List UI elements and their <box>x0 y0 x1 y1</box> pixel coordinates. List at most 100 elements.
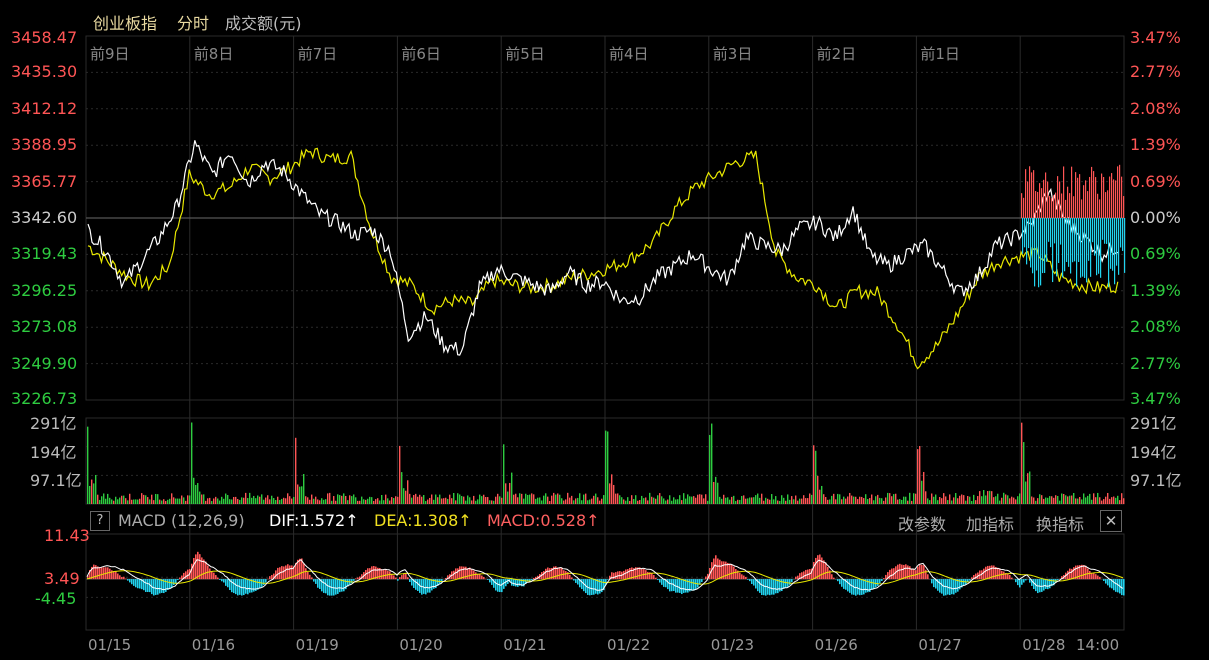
macd-hist-bar <box>407 577 409 580</box>
macd-hist-bar <box>129 579 131 583</box>
volume-bar <box>133 499 135 504</box>
macd-hist-bar <box>513 579 515 587</box>
macd-hist-bar <box>145 579 147 592</box>
volume-bar <box>499 496 501 504</box>
volume-bar <box>311 494 313 504</box>
volume-bar <box>881 498 883 504</box>
volume-bar <box>849 492 851 504</box>
volume-bar <box>759 497 761 504</box>
macd-dif: DIF:1.572↑ <box>269 511 359 530</box>
index-name[interactable]: 创业板指 <box>93 14 158 33</box>
volume-bar <box>119 497 121 504</box>
macd-hist-bar <box>395 577 397 580</box>
volume-bar <box>673 497 675 504</box>
volume-bar <box>695 497 697 504</box>
volume-bar <box>1039 494 1041 504</box>
session-bar-down <box>1034 218 1036 287</box>
macd-hist-bar <box>1049 579 1051 589</box>
price-axis-label: 3435.30 <box>11 62 78 82</box>
session-bar-up <box>1075 172 1077 218</box>
volume-bar <box>871 494 873 504</box>
volume-bar <box>855 496 857 504</box>
volume-bar <box>205 500 207 504</box>
macd-axis-label: 3.49 <box>44 569 80 589</box>
session-bar-up <box>1109 176 1111 218</box>
volume-bar <box>465 500 467 504</box>
volume-bar <box>91 479 93 504</box>
macd-hist-bar <box>139 579 141 589</box>
volume-bar <box>877 494 879 504</box>
switch-indicator-button[interactable]: 换指标 <box>1036 515 1085 534</box>
volume-bar <box>613 484 615 504</box>
session-bar-down <box>1048 218 1050 242</box>
volume-bar <box>581 500 583 504</box>
tab-time[interactable]: 分时 <box>177 14 210 33</box>
macd-title[interactable]: MACD (12,26,9) <box>118 511 245 530</box>
macd-hist-bar <box>211 571 213 580</box>
volume-bar <box>787 494 789 504</box>
macd-hist-bar <box>315 579 317 584</box>
session-bar-up <box>1085 180 1087 218</box>
macd-hist-bar <box>361 574 363 580</box>
volume-bar <box>271 495 273 504</box>
volume-bar <box>229 499 231 504</box>
volume-bar <box>737 499 739 504</box>
macd-hist-bar <box>1091 572 1093 580</box>
macd-hist-bar <box>1029 579 1031 583</box>
price-axis-label: 3226.73 <box>11 389 78 408</box>
volume-axis-label: 97.1亿 <box>30 471 82 491</box>
volume-bar <box>989 490 991 504</box>
volume-bar <box>595 493 597 504</box>
macd-hist-bar <box>123 576 125 580</box>
volume-bar <box>227 495 229 504</box>
help-icon[interactable]: ? <box>90 511 110 531</box>
macd-hist-bar <box>1043 579 1045 591</box>
macd-hist-bar <box>301 558 303 580</box>
volume-bar <box>275 500 277 504</box>
macd-hist-bar <box>1051 579 1053 587</box>
change-params-button[interactable]: 改参数 <box>898 515 947 534</box>
macd-hist-bar <box>375 566 377 580</box>
macd-hist-bar <box>159 579 161 594</box>
macd-hist-bar <box>999 568 1001 580</box>
macd-hist-bar <box>903 564 905 580</box>
volume-bar <box>725 497 727 504</box>
volume-bar <box>1031 496 1033 504</box>
volume-bar <box>1087 495 1089 504</box>
volume-bar <box>239 499 241 504</box>
macd-hist-bar <box>377 567 379 580</box>
volume-bar <box>413 495 415 504</box>
close-icon[interactable]: ✕ <box>1100 510 1122 532</box>
macd-hist-bar <box>867 579 869 593</box>
macd-hist-bar <box>611 572 613 580</box>
volume-bar <box>583 494 585 504</box>
macd-hist-bar <box>265 579 267 583</box>
macd-hist-bar <box>135 579 137 588</box>
volume-bar <box>807 498 809 504</box>
macd-hist-bar <box>1071 568 1073 580</box>
metric-label[interactable]: 成交额(元) <box>225 14 302 33</box>
volume-bar <box>693 496 695 504</box>
volume-bar <box>233 496 235 504</box>
add-indicator-button[interactable]: 加指标 <box>966 515 1015 534</box>
price-axis-label: 3296.25 <box>11 280 78 300</box>
volume-bar <box>823 494 825 504</box>
macd-hist-bar <box>901 564 903 580</box>
macd-hist-bar <box>745 576 747 580</box>
volume-bar <box>1019 493 1021 504</box>
volume-bar <box>691 496 693 504</box>
session-bar-down <box>1082 218 1084 277</box>
volume-bar <box>187 495 189 504</box>
macd-hist-bar <box>527 579 529 582</box>
volume-bar <box>571 495 573 504</box>
macd-hist-bar <box>921 564 923 580</box>
volume-bar <box>115 496 117 504</box>
pct-axis-label: 1.39% <box>1130 280 1181 300</box>
macd-hist-bar <box>735 569 737 580</box>
macd-hist-bar <box>689 579 691 592</box>
volume-bar <box>635 495 637 504</box>
macd-axis-label: -4.45 <box>35 589 77 609</box>
macd-hist-bar <box>537 575 539 580</box>
session-bar-down <box>1060 218 1062 245</box>
